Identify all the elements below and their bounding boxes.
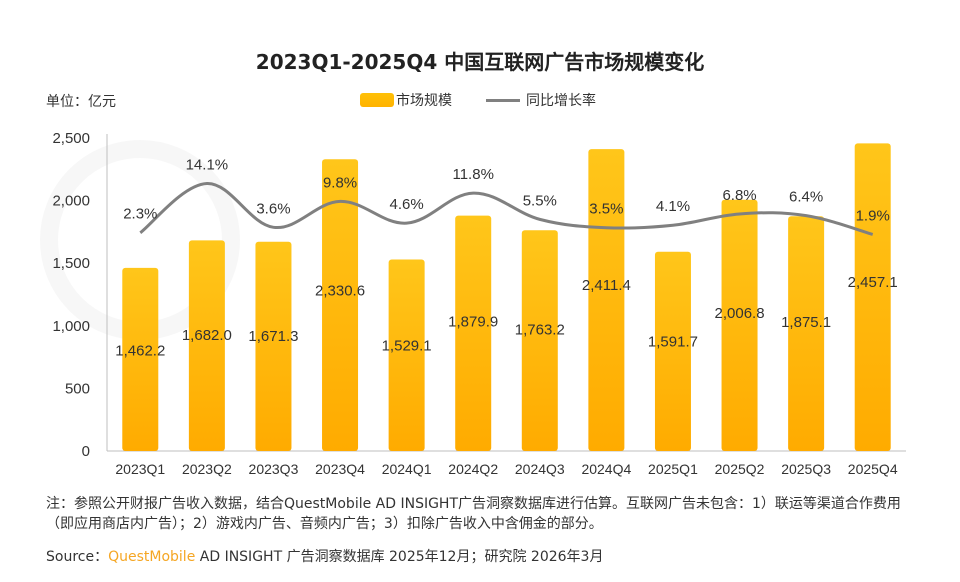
x-tick-label: 2024Q4 — [581, 461, 631, 477]
x-tick-label: 2023Q4 — [315, 461, 365, 477]
bar — [788, 216, 825, 451]
bar — [721, 199, 758, 451]
x-tick-label: 2023Q1 — [115, 461, 165, 477]
legend-bar-label: 市场规模 — [396, 93, 452, 109]
bar — [188, 240, 225, 451]
bar — [322, 159, 359, 452]
bar — [255, 241, 292, 451]
x-tick-label: 2025Q4 — [848, 461, 898, 477]
growth-rate-label: 14.1% — [186, 156, 229, 173]
x-tick-label: 2024Q3 — [515, 461, 565, 477]
x-tick-label: 2025Q2 — [715, 461, 765, 477]
growth-rate-label: 3.5% — [589, 201, 623, 218]
y-tick-label: 2,000 — [52, 193, 90, 210]
growth-rate-label: 2.3% — [123, 206, 157, 223]
footnote: 注：参照公开财报广告收入数据，结合QuestMobile AD INSIGHT广… — [46, 496, 901, 532]
x-tick-label: 2024Q1 — [382, 461, 432, 477]
growth-rate-label: 5.5% — [523, 192, 557, 209]
bar — [854, 143, 891, 451]
legend: 市场规模 同比增长率 — [360, 90, 596, 110]
bar-value-label: 2,411.4 — [582, 277, 631, 294]
x-tick-label: 2025Q1 — [648, 461, 698, 477]
bar — [122, 267, 159, 451]
growth-rate-label: 6.4% — [789, 189, 823, 206]
bar-value-label: 1,529.1 — [382, 338, 432, 355]
x-tick-label: 2024Q2 — [448, 461, 498, 477]
chart-plot: 0 500 1,000 1,500 2,000 2,500 2023Q1 2023Q2 2023… — [52, 130, 906, 477]
x-tick-label: 2023Q2 — [182, 461, 232, 477]
x-tick-label: 2025Q3 — [781, 461, 831, 477]
bar-value-label: 1,875.1 — [781, 314, 831, 331]
bar — [388, 259, 425, 451]
bar-value-label: 2,330.6 — [315, 283, 365, 300]
y-tick-label: 1,000 — [52, 318, 90, 335]
legend-line-swatch — [486, 98, 520, 102]
bar-value-label: 1,591.7 — [648, 333, 698, 350]
legend-bar-swatch — [360, 93, 394, 107]
growth-rate-label: 6.8% — [722, 187, 756, 204]
bar-value-label: 1,671.3 — [248, 328, 298, 345]
y-tick-label: 0 — [82, 443, 90, 460]
bar — [455, 215, 492, 451]
bar-value-label: 2,006.8 — [715, 305, 765, 322]
legend-line-label: 同比增长率 — [526, 93, 596, 109]
bar — [588, 149, 625, 451]
x-tick-label: 2023Q3 — [249, 461, 299, 477]
growth-rate-label: 4.6% — [390, 196, 424, 213]
bar-value-label: 1,879.9 — [448, 314, 498, 331]
source-prefix: Source： — [46, 549, 109, 565]
bar-value-label: 1,462.2 — [115, 342, 165, 359]
chart-title: 2023Q1-2025Q4 中国互联网广告市场规模变化 — [255, 50, 705, 74]
source-rest: AD INSIGHT 广告洞察数据库 2025年12月；研究院 2026年3月 — [195, 549, 604, 565]
unit-label: 单位：亿元 — [46, 94, 116, 110]
bar-value-label: 1,763.2 — [515, 322, 565, 339]
growth-line — [139, 181, 874, 236]
growth-rate-label: 1.9% — [856, 207, 890, 224]
bar-value-label: 2,457.1 — [848, 274, 898, 291]
bar — [521, 230, 558, 451]
growth-rate-label: 9.8% — [323, 174, 357, 191]
y-tick-label: 2,500 — [52, 130, 90, 147]
growth-rate-label: 3.6% — [256, 200, 290, 217]
source-brand: QuestMobile — [108, 549, 196, 565]
y-tick-label: 500 — [65, 380, 90, 397]
y-tick-label: 1,500 — [52, 255, 90, 272]
source-line: Source：QuestMobile AD INSIGHT 广告洞察数据库 20… — [46, 546, 603, 566]
bar-value-label: 1,682.0 — [182, 327, 232, 344]
growth-rate-label: 11.8% — [452, 166, 493, 183]
bar — [654, 251, 691, 451]
growth-rate-label: 4.1% — [656, 198, 690, 215]
